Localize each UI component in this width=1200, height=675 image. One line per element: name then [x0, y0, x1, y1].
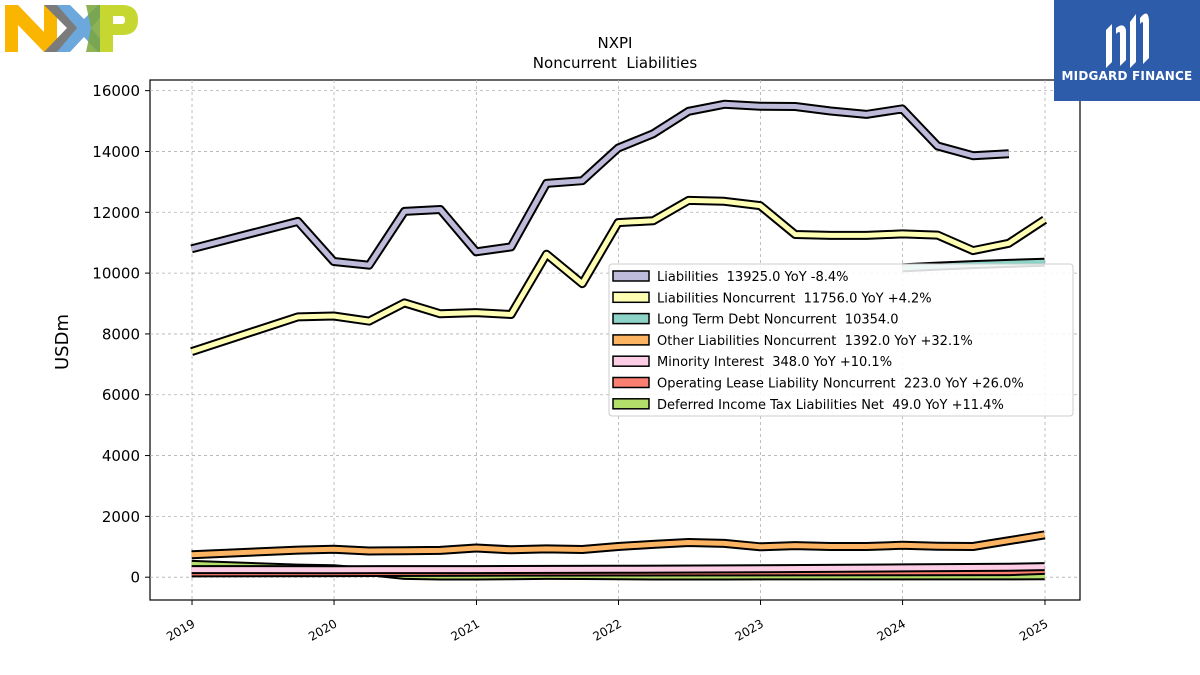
x-tick-label: 2024 — [875, 616, 908, 643]
y-tick-label: 16000 — [92, 82, 140, 100]
y-tick-label: 12000 — [92, 204, 140, 222]
series-layer — [190, 99, 1048, 581]
legend: Liabilities 13925.0 YoY -8.4% Liabilities… — [608, 263, 1074, 417]
legend-swatch — [612, 312, 650, 325]
nxp-logo — [5, 5, 138, 52]
midgard-finance-logo: MIDGARD FINANCE — [1054, 0, 1200, 101]
y-tick-label: 8000 — [102, 325, 140, 343]
y-axis-label: USDm — [52, 314, 73, 370]
legend-swatch — [612, 334, 650, 346]
y-axis-ticks: 0 2000 4000 6000 8000 10000 12000 14000 16000 — [92, 82, 150, 587]
chart-title: NXPI — [598, 34, 633, 52]
series-line — [191, 532, 1045, 558]
x-tick-label: 2025 — [1017, 616, 1050, 643]
legend-swatch — [612, 376, 650, 389]
legend-swatch — [612, 398, 650, 410]
y-tick-label: 0 — [130, 569, 140, 587]
midgard-emblem-icon — [1106, 13, 1149, 68]
series-line — [190, 197, 1046, 354]
chart-subtitle: Noncurrent Liabilities — [533, 54, 698, 72]
legend-frame — [608, 263, 1074, 417]
y-tick-label: 4000 — [102, 447, 140, 465]
y-tick-label: 2000 — [102, 508, 140, 526]
y-tick-label: 10000 — [92, 265, 140, 283]
legend-label: Deferred Income Tax Liabilities Net 49.0… — [657, 398, 1004, 413]
series-other-liabilities-noncurrent — [191, 530, 1046, 560]
legend-label: Operating Lease Liability Noncurrent 223… — [657, 377, 1024, 392]
x-tick-label: 2021 — [449, 616, 482, 643]
x-axis-ticks: 2019 2020 2021 2022 2023 2024 2025 — [164, 600, 1050, 644]
x-tick-label: 2023 — [733, 616, 766, 643]
x-tick-label: 2019 — [164, 616, 197, 643]
legend-label: Minority Interest 348.0 YoY +10.1% — [657, 355, 892, 370]
x-tick-label: 2022 — [591, 616, 624, 643]
legend-label: Other Liabilities Noncurrent 1392.0 YoY … — [657, 334, 973, 349]
legend-swatch — [612, 270, 650, 282]
legend-swatch — [612, 355, 650, 367]
legend-label: Liabilities 13925.0 YoY -8.4% — [657, 270, 849, 285]
y-tick-label: 14000 — [92, 143, 140, 161]
series-line — [190, 101, 1009, 268]
series-minority-interest — [191, 562, 1045, 575]
series-line — [191, 564, 1045, 573]
x-tick-label: 2020 — [306, 616, 339, 643]
legend-label: Liabilities Noncurrent 11756.0 YoY +4.2% — [657, 291, 932, 306]
legend-label: Long Term Debt Noncurrent 10354.0 — [657, 313, 899, 328]
brand-name: MIDGARD FINANCE — [1061, 69, 1193, 83]
y-tick-label: 6000 — [102, 386, 140, 404]
series-liabilities — [190, 99, 1010, 270]
legend-swatch — [612, 291, 650, 304]
series-liabilities-noncurrent — [190, 195, 1048, 356]
